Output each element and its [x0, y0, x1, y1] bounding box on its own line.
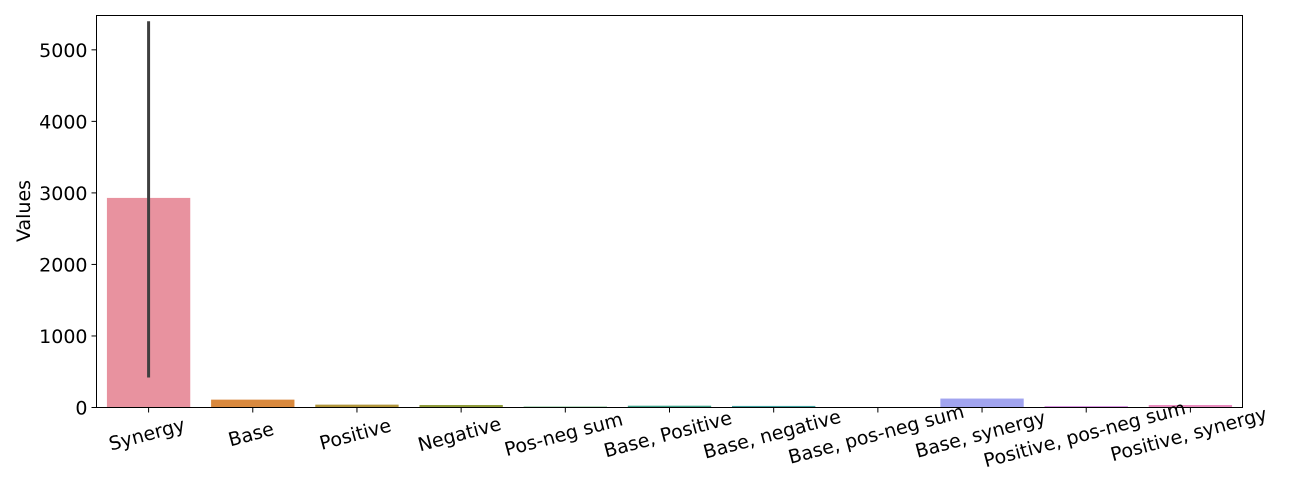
- bars-layer: [106, 197, 1233, 408]
- x-tick-label-synergy: Synergy: [107, 414, 188, 455]
- y-tick-label: 5000: [39, 40, 87, 62]
- y-tick-label: 4000: [39, 111, 87, 133]
- bar-base-negative: [732, 405, 816, 408]
- x-tick-label-negative: Negative: [416, 413, 504, 456]
- y-tick-label: 0: [75, 398, 87, 420]
- x-tick-label-base: Base: [226, 418, 276, 451]
- y-axis: 0 1000 2000 3000 4000 5000: [39, 40, 97, 420]
- bar-positive-synergy: [1148, 404, 1233, 408]
- plot-area-frame: [96, 15, 1243, 408]
- x-tick-label-positive: Positive: [317, 415, 393, 455]
- bar-positive: [315, 404, 399, 408]
- y-tick-label: 2000: [39, 254, 87, 276]
- bar-positive-pos-neg-sum: [1044, 406, 1128, 408]
- bar-base: [211, 399, 295, 408]
- y-tick-label: 3000: [39, 183, 87, 205]
- y-axis-label: Values: [13, 180, 35, 242]
- y-tick-label: 1000: [39, 326, 87, 348]
- bar-base-synergy: [940, 398, 1024, 408]
- bar-negative: [419, 404, 503, 408]
- bar-base-positive: [627, 405, 712, 408]
